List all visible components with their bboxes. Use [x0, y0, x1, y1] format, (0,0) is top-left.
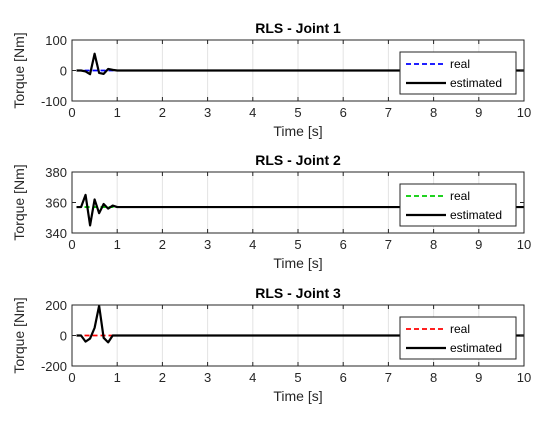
x-tick-label-6: 6 — [340, 105, 347, 120]
x-tick-label-6: 6 — [340, 237, 347, 252]
subplot-2: 0 1 2 3 4 5 6 7 8 9 10 380 360 340 RLS - Joint 2 Time [… — [11, 152, 531, 271]
x-tick-label-5: 5 — [294, 370, 301, 385]
x-tick-label-7: 7 — [385, 105, 392, 120]
y-tick-label-0: 100 — [45, 33, 67, 48]
series-line-estimated — [76, 52, 524, 76]
x-tick-label-0: 0 — [68, 237, 75, 252]
legend-box — [399, 316, 517, 360]
legend: real estimated — [399, 51, 517, 95]
x-tick-label-8: 8 — [430, 370, 437, 385]
legend-box — [399, 51, 517, 95]
legend-label-real: real — [450, 322, 470, 336]
x-axis-label: Time [s] — [273, 255, 322, 271]
x-axis-label: Time [s] — [273, 123, 322, 139]
x-tick-label-6: 6 — [340, 370, 347, 385]
x-tick-label-7: 7 — [385, 237, 392, 252]
y-tick-label-0: 380 — [45, 165, 67, 180]
x-tick-label-5: 5 — [294, 105, 301, 120]
legend-label-estimated: estimated — [450, 341, 502, 355]
x-tick-label-4: 4 — [249, 237, 256, 252]
x-tick-label-3: 3 — [204, 237, 211, 252]
x-tick-label-8: 8 — [430, 105, 437, 120]
x-tick-label-9: 9 — [475, 370, 482, 385]
x-tick-label-10: 10 — [517, 370, 531, 385]
y-tick-label-1: 0 — [60, 329, 67, 344]
y-tick-label-0: 200 — [45, 298, 67, 313]
x-tick-label-2: 2 — [159, 237, 166, 252]
x-tick-label-9: 9 — [475, 237, 482, 252]
x-tick-label-1: 1 — [114, 105, 121, 120]
x-tick-label-3: 3 — [204, 370, 211, 385]
legend: real estimated — [399, 183, 517, 227]
x-tick-label-4: 4 — [249, 370, 256, 385]
x-tick-label-5: 5 — [294, 237, 301, 252]
legend-label-real: real — [450, 57, 470, 71]
x-tick-label-8: 8 — [430, 237, 437, 252]
x-tick-label-0: 0 — [68, 105, 75, 120]
y-tick-label-1: 0 — [60, 64, 67, 79]
x-tick-label-2: 2 — [159, 105, 166, 120]
y-axis-label: Torque [Nm] — [11, 297, 27, 373]
chart-title: RLS - Joint 2 — [255, 152, 341, 168]
y-tick-label-2: -200 — [41, 359, 67, 374]
legend-label-estimated: estimated — [450, 76, 502, 90]
x-tick-label-10: 10 — [517, 237, 531, 252]
x-tick-label-3: 3 — [204, 105, 211, 120]
x-tick-label-1: 1 — [114, 370, 121, 385]
x-tick-label-7: 7 — [385, 370, 392, 385]
chart-title: RLS - Joint 3 — [255, 285, 341, 301]
x-tick-label-0: 0 — [68, 370, 75, 385]
x-tick-label-2: 2 — [159, 370, 166, 385]
series-line-estimated — [76, 304, 524, 344]
legend-label-estimated: estimated — [450, 208, 502, 222]
y-axis-label: Torque [Nm] — [11, 164, 27, 240]
chart-title: RLS - Joint 1 — [255, 20, 341, 36]
x-tick-label-1: 1 — [114, 237, 121, 252]
y-axis-label: Torque [Nm] — [11, 32, 27, 108]
series-line-estimated — [76, 193, 524, 227]
x-axis-label: Time [s] — [273, 388, 322, 404]
y-tick-label-1: 360 — [45, 196, 67, 211]
x-tick-label-10: 10 — [517, 105, 531, 120]
x-tick-label-4: 4 — [249, 105, 256, 120]
legend-label-real: real — [450, 189, 470, 203]
legend-box — [399, 183, 517, 227]
legend: real estimated — [399, 316, 517, 360]
x-tick-label-9: 9 — [475, 105, 482, 120]
y-tick-label-2: 340 — [45, 226, 67, 241]
y-tick-label-2: -100 — [41, 94, 67, 109]
